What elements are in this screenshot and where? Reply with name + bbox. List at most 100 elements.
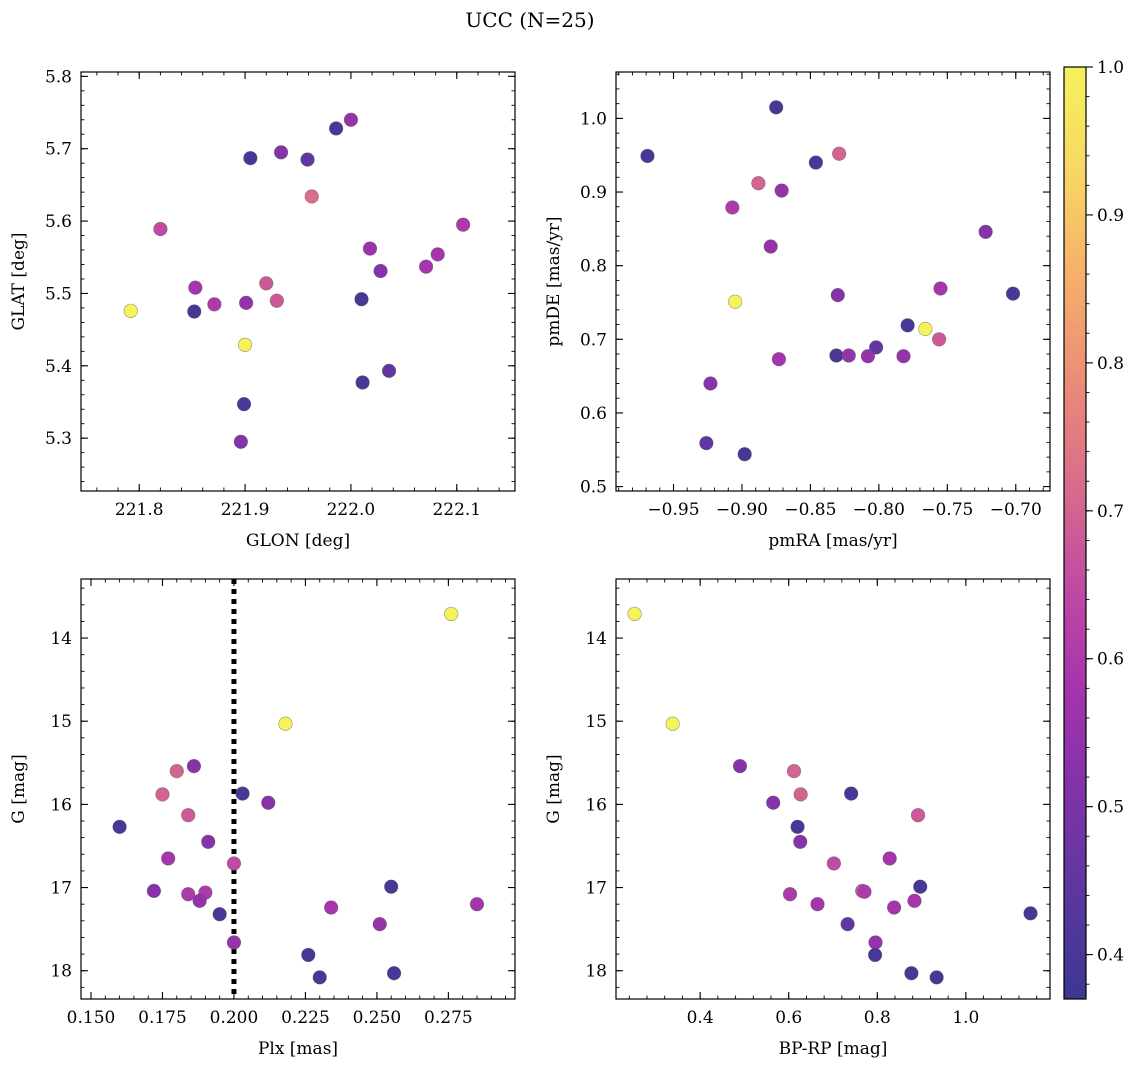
scatter-point <box>384 879 399 894</box>
y-tick-label: 5.8 <box>45 67 72 87</box>
y-tick-label: 5.3 <box>45 429 72 449</box>
scatter-point <box>904 966 919 981</box>
y-axis-label: G [mag] <box>9 754 29 823</box>
scatter-point <box>123 303 138 318</box>
scatter-point <box>153 221 168 237</box>
x-tick-label: 1.0 <box>952 1008 979 1028</box>
x-tick-label: 0.225 <box>281 1008 330 1028</box>
y-tick-label: 18 <box>585 962 607 982</box>
scatter-point <box>763 239 778 254</box>
scatter-point <box>301 947 316 963</box>
scatter-point <box>766 795 781 810</box>
scatter-point <box>324 900 339 915</box>
scatter-point <box>867 947 883 963</box>
scatter-point <box>269 293 284 308</box>
x-tick-label: −0.75 <box>921 500 973 520</box>
scatter-point <box>386 966 402 981</box>
scatter-point <box>793 787 808 802</box>
colorbar: 0.4 0.5 0.6 0.7 0.8 0.9 1.0 <box>1063 58 1124 1000</box>
scatter-point <box>312 970 327 985</box>
colorbar-tick-label: 0.5 <box>1097 798 1124 818</box>
scatter-point <box>304 189 319 204</box>
scatter-point <box>181 808 196 823</box>
scatter-point <box>201 834 216 849</box>
scatter-point <box>186 759 202 774</box>
scatter-point <box>640 148 655 164</box>
x-tick-label: 0.275 <box>424 1008 473 1028</box>
scatter-point <box>207 297 222 312</box>
y-tick-label: 16 <box>50 795 72 815</box>
colorbar-tick-label: 0.9 <box>1097 206 1124 226</box>
scatter-point <box>187 304 202 319</box>
axes-frame <box>615 578 1051 1000</box>
scatter-point <box>728 294 743 309</box>
x-tick-label: 222.1 <box>432 500 481 520</box>
scatter-point <box>703 376 718 391</box>
scatter-point <box>725 200 740 215</box>
y-tick-label: 14 <box>50 629 72 649</box>
scatter-point <box>212 907 227 922</box>
x-tick-label: 0.6 <box>775 1008 802 1028</box>
scatter-point <box>235 786 250 801</box>
y-tick-label: 5.6 <box>45 212 72 232</box>
scatter-point <box>146 883 162 898</box>
x-tick-label: 221.9 <box>221 500 270 520</box>
x-tick-label: −0.80 <box>853 500 905 520</box>
scatter-point <box>887 900 902 915</box>
y-tick-label: 5.5 <box>45 284 72 304</box>
x-tick-label: −0.90 <box>716 500 768 520</box>
scatter-point <box>978 224 993 239</box>
axes-frame <box>615 71 1051 492</box>
scatter-panel-4: 0.4 0.6 0.8 1.0 14 15 16 17 18 BP-RP [mag] G [mag] <box>544 578 1051 1059</box>
scatter-point <box>790 819 805 834</box>
y-tick-label: 15 <box>50 712 72 732</box>
y-tick-label: 5.7 <box>45 140 72 160</box>
x-tick-label: 221.8 <box>115 500 164 520</box>
scatter-point <box>869 340 884 355</box>
y-tick-label: 0.5 <box>580 478 607 498</box>
scatter-point <box>929 970 944 985</box>
scatter-point <box>239 295 254 310</box>
scatter-point <box>810 897 825 912</box>
colorbar-tick-label: 0.4 <box>1097 946 1124 966</box>
scatter-point <box>278 716 293 731</box>
scatter-point <box>381 363 397 378</box>
y-tick-label: 18 <box>50 962 72 982</box>
scatter-point <box>1005 286 1021 301</box>
scatter-point <box>373 263 388 279</box>
x-tick-label: −0.95 <box>647 500 699 520</box>
colorbar-tick-label: 0.6 <box>1097 650 1124 670</box>
scatter-point <box>418 259 434 274</box>
figure-title: UCC (N=25) <box>465 8 594 32</box>
axes-frame <box>80 578 516 1000</box>
scatter-point <box>1023 906 1038 921</box>
scatter-point <box>192 893 207 908</box>
y-tick-label: 0.8 <box>580 257 607 277</box>
x-axis-label: GLON [deg] <box>246 531 350 551</box>
colorbar-tick-label: 0.8 <box>1097 354 1124 374</box>
scatter-point <box>737 447 752 462</box>
scatter-point <box>910 808 926 823</box>
x-axis-label: Plx [mas] <box>258 1039 338 1059</box>
scatter-point <box>732 759 748 774</box>
scatter-point <box>233 434 248 449</box>
x-tick-label: 0.4 <box>687 1008 714 1028</box>
scatter-point <box>829 348 844 363</box>
scatter-point <box>771 352 787 367</box>
scatter-point <box>932 332 947 347</box>
scatter-point <box>786 764 802 779</box>
y-axis-label: GLAT [deg] <box>9 232 29 330</box>
y-tick-label: 0.6 <box>580 404 607 424</box>
scatter-point <box>832 146 847 161</box>
scatter-point <box>844 786 859 801</box>
y-tick-label: 17 <box>585 879 607 899</box>
scatter-point <box>840 917 855 932</box>
scatter-point <box>444 606 459 622</box>
x-tick-label: 0.150 <box>67 1008 116 1028</box>
scatter-point <box>918 321 933 337</box>
x-tick-label: −0.85 <box>784 500 836 520</box>
scatter-point <box>882 851 897 866</box>
scatter-point <box>430 247 445 262</box>
y-tick-label: 17 <box>50 879 72 899</box>
